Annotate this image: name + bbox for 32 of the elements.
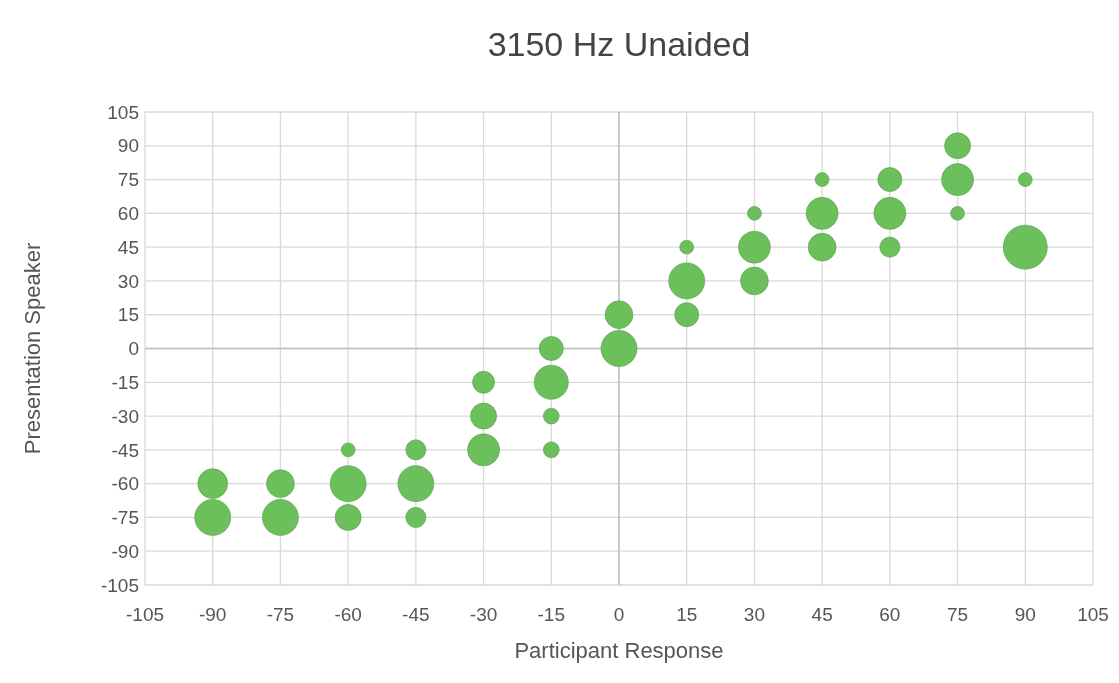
x-tick-label: 60 <box>879 604 901 625</box>
y-tick-label: 30 <box>117 270 139 292</box>
y-tick-label: -75 <box>111 507 139 529</box>
y-tick-label: 15 <box>117 304 139 326</box>
y-tick-label: -105 <box>100 574 139 596</box>
x-tick-label: 90 <box>1014 604 1036 625</box>
x-tick-label: -90 <box>198 604 227 625</box>
x-tick-label: -45 <box>402 604 430 625</box>
y-tick-label: 90 <box>117 135 139 157</box>
x-tick-label: 15 <box>676 604 698 625</box>
chart-title: 3150 Hz Unaided <box>487 25 751 63</box>
y-tick-label: 60 <box>117 203 139 225</box>
y-tick-label: -30 <box>111 405 139 427</box>
x-tick-label: -15 <box>537 604 566 625</box>
y-tick-label: -90 <box>111 540 139 562</box>
y-tick-label: -45 <box>111 439 139 461</box>
x-tick-label: 75 <box>947 604 969 625</box>
y-tick-label: 0 <box>128 338 139 360</box>
y-tick-label: -60 <box>111 473 139 495</box>
y-tick-label: -15 <box>111 371 139 393</box>
y-tick-label: 45 <box>117 236 139 258</box>
x-tick-label: -75 <box>266 604 295 625</box>
x-tick-label: 30 <box>743 604 765 625</box>
x-tick-label: 0 <box>613 604 625 625</box>
y-axis-title: Presentation Speaker <box>20 242 45 455</box>
x-tick-label: -60 <box>334 604 362 625</box>
x-tick-label: -30 <box>469 604 498 625</box>
x-axis-title: Participant Response <box>514 638 724 663</box>
x-tick-label: 105 <box>1077 604 1109 625</box>
y-tick-label: 105 <box>107 101 139 123</box>
y-tick-label: 75 <box>117 169 139 191</box>
x-tick-label: 45 <box>811 604 833 625</box>
